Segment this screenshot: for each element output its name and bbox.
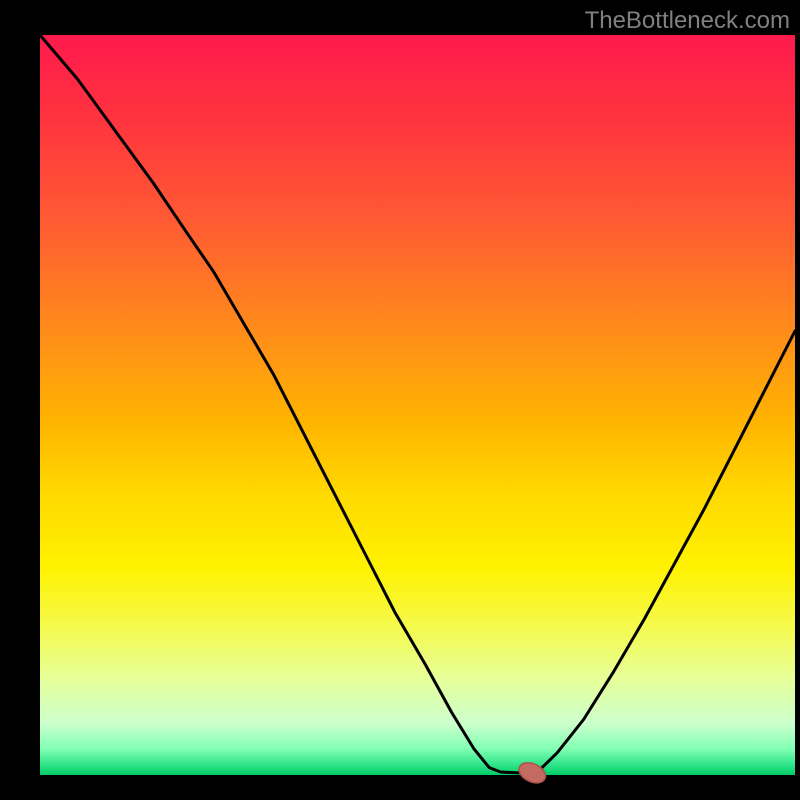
bottleneck-chart: TheBottleneck.com bbox=[0, 0, 800, 800]
attribution-text: TheBottleneck.com bbox=[585, 7, 790, 34]
plot-area bbox=[40, 35, 795, 775]
